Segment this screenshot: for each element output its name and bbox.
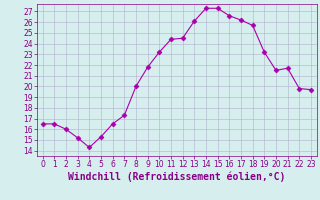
X-axis label: Windchill (Refroidissement éolien,°C): Windchill (Refroidissement éolien,°C) (68, 172, 285, 182)
